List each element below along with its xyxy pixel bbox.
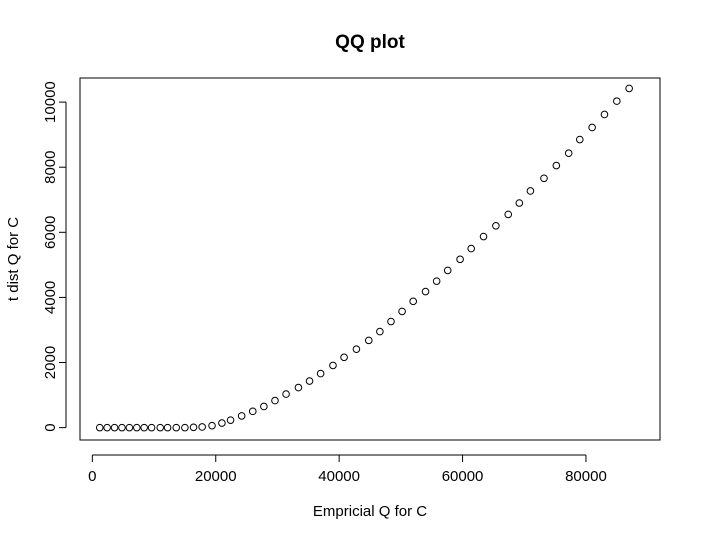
x-axis: 0 20000 40000 60000 80000 [88, 454, 607, 485]
data-point [282, 390, 290, 398]
data-point [218, 419, 226, 427]
data-point [147, 423, 156, 432]
data-point [110, 423, 119, 432]
x-tick-label: 80000 [565, 468, 607, 485]
data-point [364, 336, 373, 345]
data-point [125, 423, 134, 432]
data-point [564, 149, 573, 157]
data-point [294, 383, 303, 392]
data-point [526, 187, 535, 195]
y-tick-label: 0 [42, 423, 59, 431]
data-point [387, 317, 395, 326]
data-point [540, 174, 548, 183]
data-point [443, 266, 452, 275]
chart-title: QQ plot [335, 32, 405, 53]
data-point [237, 412, 246, 420]
data-point [492, 221, 500, 230]
data-point [172, 423, 181, 432]
data-point [305, 377, 314, 385]
data-point [156, 423, 165, 432]
data-point [163, 423, 172, 432]
data-point [340, 353, 348, 362]
data-point [479, 232, 488, 241]
y-axis-label: t dist Q for C [5, 217, 22, 301]
data-point [398, 307, 406, 316]
data-point [248, 407, 257, 416]
data-point [600, 110, 609, 119]
data-point [260, 402, 268, 411]
data-point [625, 84, 633, 93]
data-point [352, 345, 361, 353]
data-point [588, 123, 596, 132]
x-tick-label: 60000 [442, 468, 484, 485]
data-point [316, 369, 325, 378]
data-point [208, 421, 216, 430]
data-point [456, 255, 464, 264]
data-point [421, 287, 430, 296]
data-point [118, 423, 126, 432]
data-point [271, 396, 279, 405]
data-point [515, 199, 524, 207]
data-point [189, 423, 198, 432]
y-tick-label: 4000 [42, 281, 59, 314]
data-point [132, 423, 141, 432]
data-point [329, 361, 337, 370]
data-point [467, 244, 475, 253]
x-tick-label: 20000 [195, 468, 237, 485]
x-tick-label: 40000 [318, 468, 360, 485]
y-axis: 0 2000 4000 6000 8000 10000 [42, 81, 67, 432]
y-tick-label: 10000 [42, 81, 59, 123]
data-point [575, 135, 584, 144]
data-point [226, 416, 235, 424]
plot-frame [79, 77, 661, 441]
data-point [409, 297, 417, 306]
data-point [376, 327, 384, 336]
y-tick-label: 8000 [42, 151, 59, 184]
data-point [95, 423, 104, 432]
x-axis-label: Empricial Q for C [313, 503, 427, 520]
data-point [613, 97, 621, 105]
data-point [198, 423, 206, 431]
data-point [181, 423, 189, 432]
y-tick-label: 6000 [42, 216, 59, 249]
data-point [140, 423, 148, 432]
data-point [504, 210, 513, 219]
x-tick-label: 0 [88, 468, 96, 485]
data-point [552, 161, 561, 170]
data-points [95, 84, 633, 432]
data-point [103, 423, 111, 432]
data-point [432, 277, 441, 285]
y-tick-label: 2000 [42, 346, 59, 379]
